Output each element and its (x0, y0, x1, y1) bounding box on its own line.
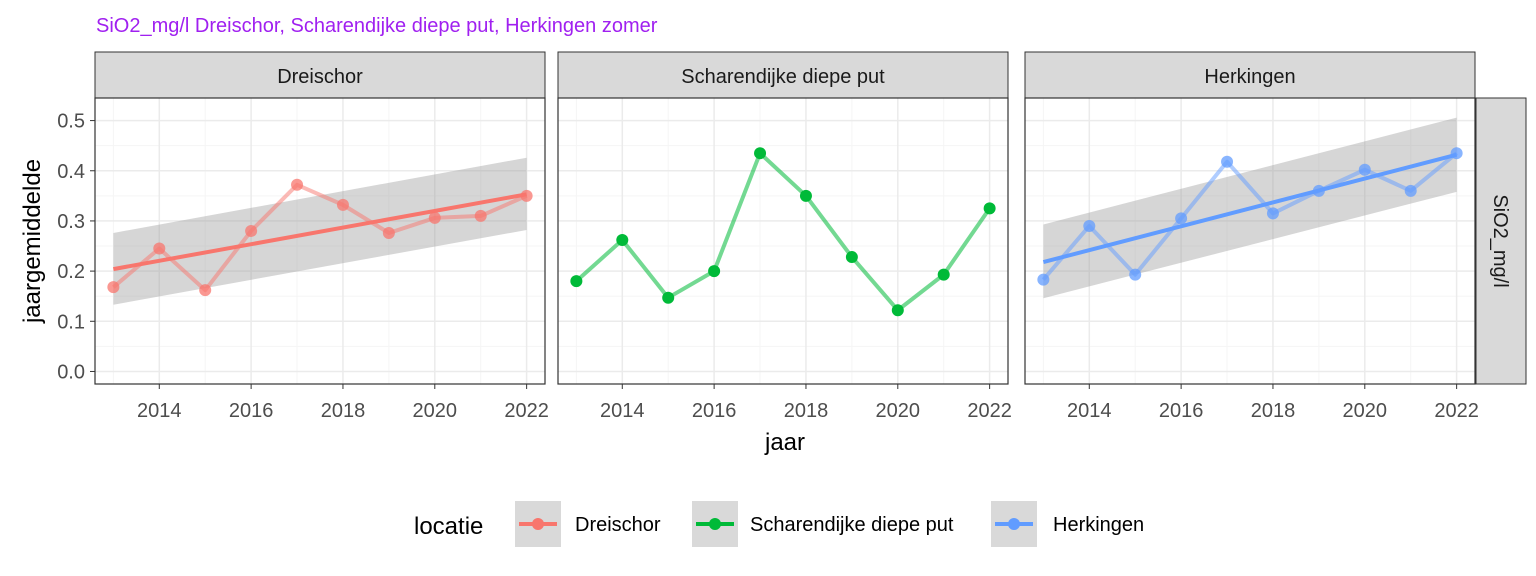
data-point (107, 281, 120, 294)
data-point (382, 226, 395, 239)
right-strip: SiO2_mg/l (1475, 97, 1527, 385)
data-point (891, 304, 904, 317)
data-point (245, 224, 258, 237)
panel-strip (94, 51, 546, 99)
data-point (616, 233, 629, 246)
panel-border (1024, 97, 1476, 385)
x-tick-label: 2020 (1343, 400, 1388, 422)
panel-1: Dreischor 2014 2016 2018 2020 2022 0.0 0.1 0.2 0.… (57, 51, 549, 422)
panel-border (94, 97, 546, 385)
x-tick-label: 2016 (1159, 400, 1204, 422)
x-tick-label: 2018 (321, 400, 366, 422)
data-point (153, 242, 166, 255)
legend-key-point (1008, 518, 1020, 530)
data-point (708, 265, 721, 278)
y-tick-label: 0.3 (57, 211, 85, 233)
panel-2: Scharendijke diepe put 2014 2016 2018 2020 20… (557, 51, 1012, 422)
data-point (1129, 268, 1142, 281)
data-point (1358, 163, 1371, 176)
x-tick-label: 2018 (1251, 400, 1296, 422)
data-point (474, 209, 487, 222)
y-tick-label: 0.1 (57, 311, 85, 333)
data-point (1037, 273, 1050, 286)
x-tick-label: 2014 (1067, 400, 1112, 422)
data-point (520, 189, 533, 202)
data-point (570, 275, 583, 288)
legend-key-point (532, 518, 544, 530)
legend-label: Dreischor (575, 514, 661, 536)
data-point (845, 251, 858, 264)
data-point (1312, 184, 1325, 197)
x-tick-label: 2022 (967, 400, 1012, 422)
data-point (1450, 147, 1463, 160)
data-point (1221, 155, 1234, 168)
panel-strip-label: Scharendijke diepe put (681, 66, 885, 88)
data-point (799, 189, 812, 202)
data-point (336, 198, 349, 211)
data-point (1404, 184, 1417, 197)
legend-item: Scharendijke diepe put (692, 501, 954, 547)
data-point (662, 291, 675, 304)
legend-title: locatie (414, 513, 483, 540)
y-tick-label: 0.5 (57, 111, 85, 133)
x-tick-label: 2020 (876, 400, 921, 422)
x-tick-label: 2020 (413, 400, 458, 422)
trend-line (113, 192, 527, 272)
x-tick-label: 2016 (229, 400, 274, 422)
data-point (1175, 212, 1188, 225)
data-point (983, 202, 996, 215)
x-tick-label: 2016 (692, 400, 737, 422)
data-point (754, 147, 767, 160)
legend-items: Dreischor Scharendijke diepe put Herkingen (515, 501, 1144, 547)
x-tick-label: 2014 (600, 400, 645, 422)
legend-key-point (709, 518, 721, 530)
y-tick-label: 0.0 (57, 361, 85, 383)
x-tick-label: 2014 (137, 400, 182, 422)
legend: locatie Dreischor Scharendijke diepe put H… (414, 501, 1144, 547)
data-point (937, 268, 950, 281)
x-tick-label: 2022 (504, 400, 549, 422)
legend-item: Dreischor (515, 501, 661, 547)
legend-item: Herkingen (991, 501, 1144, 547)
data-point (199, 284, 212, 297)
y-axis-title: jaargemiddelde (19, 159, 46, 324)
x-tick-label: 2022 (1434, 400, 1479, 422)
x-axis-title: jaar (764, 429, 805, 456)
series-line (112, 182, 528, 293)
legend-label: Herkingen (1053, 514, 1144, 536)
y-tick-label: 0.2 (57, 261, 85, 283)
series-line (575, 151, 992, 313)
panel-strip (557, 51, 1009, 99)
data-point (1083, 219, 1096, 232)
right-strip-label: SiO2_mg/l (1489, 194, 1511, 287)
panel-strip-label: Herkingen (1204, 66, 1295, 88)
trend-line (1042, 152, 1458, 265)
facet-panels: Dreischor 2014 2016 2018 2020 2022 0.0 0.1 0.2 0.… (57, 51, 1479, 422)
panel-3: Herkingen 2014 2016 2018 2020 2022 (1024, 51, 1479, 422)
data-point (1266, 207, 1279, 220)
data-point (291, 178, 304, 191)
y-tick-label: 0.4 (57, 161, 85, 183)
panel-strip-label: Dreischor (277, 66, 363, 88)
legend-label: Scharendijke diepe put (750, 514, 954, 536)
x-tick-label: 2018 (784, 400, 829, 422)
chart-title: SiO2_mg/l Dreischor, Scharendijke diepe … (96, 15, 658, 37)
series-line (1041, 151, 1458, 281)
data-point (428, 211, 441, 224)
panel-border (557, 97, 1009, 385)
